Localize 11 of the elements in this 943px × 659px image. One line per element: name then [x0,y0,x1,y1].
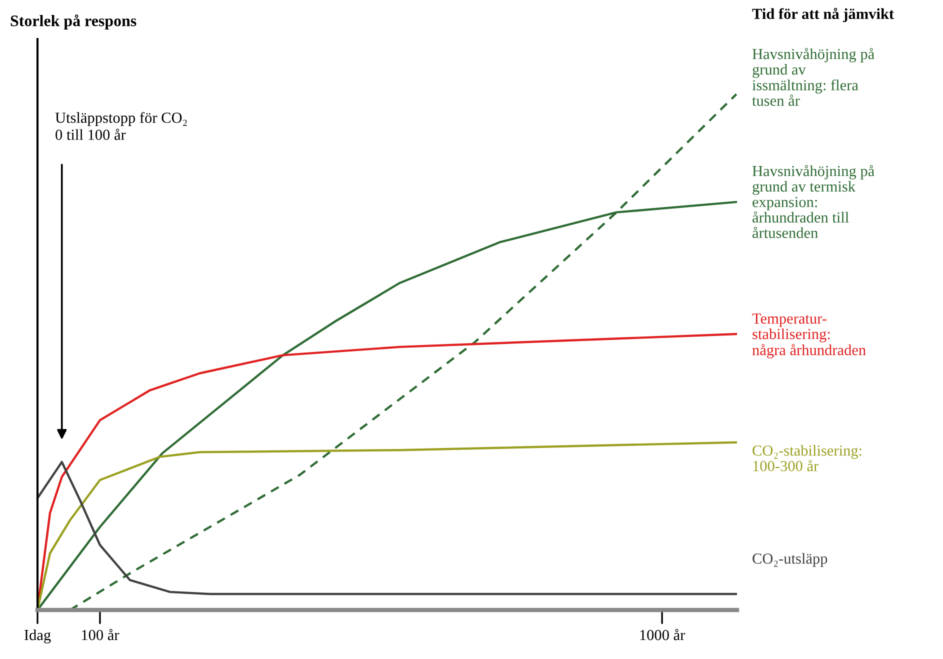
annotation: Utsläppstopp för CO₂ 0 till 100 år [55,112,187,140]
series-label: Temperatur- stabilisering: några århundraden [752,314,866,358]
x-tick-label: 1000 år [640,628,686,640]
x-tick-label: Idag [24,629,51,644]
y-axis-title: Storlek på respons [10,14,136,30]
legend-title: Tid för att nå jämvikt [752,8,894,22]
x-tick-label: 100 år [82,628,120,640]
series-label: Havsnivåhöjning på grund av issmältning: flera tusen år [752,48,874,106]
series-label: Havsnivåhöjning på grund av termisk expansion: århundraden till årtusenden [752,165,874,238]
series-label: CO₂-stabilisering: 100-300 år [752,445,862,472]
text: CO₂-utsläpp [752,553,828,567]
